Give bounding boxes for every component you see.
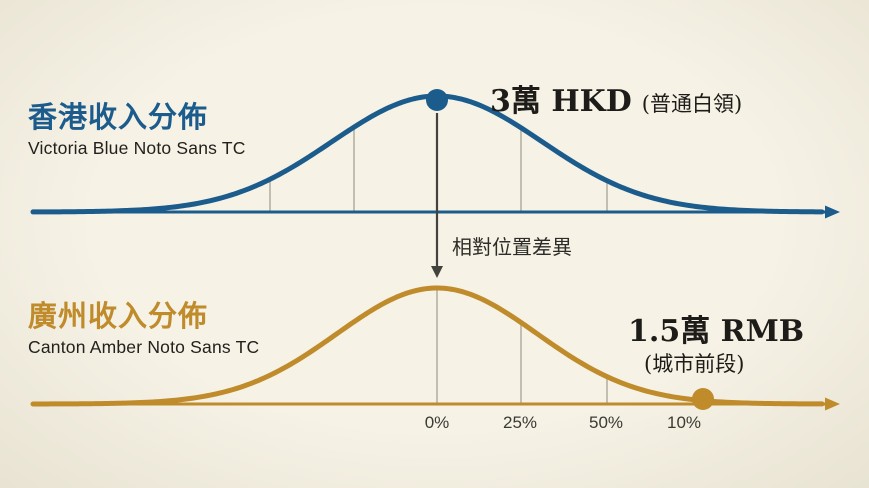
x-tick-label: 0%	[424, 413, 450, 432]
hongkong-chart-subtitle: Victoria Blue Noto Sans TC	[28, 138, 246, 158]
guangzhou-chart-subtitle: Canton Amber Noto Sans TC	[28, 337, 260, 357]
guangzhou-point-note: (城市前段)	[644, 352, 745, 376]
relative-position-arrow-label: 相對位置差異	[452, 237, 572, 259]
hongkong-chart-title: 香港收入分佈	[28, 102, 209, 134]
hongkong-peak-note: (普通白領)	[641, 92, 743, 116]
x-tick-label: 50%	[588, 413, 624, 432]
hongkong-peak-annotation: 3萬 HKD (普通白領)	[490, 76, 742, 120]
guangzhou-point-value: 1.5萬 RMB	[628, 314, 805, 349]
x-tick-label: 25%	[502, 413, 538, 432]
guangzhou-chart-title: 廣州收入分佈	[28, 301, 209, 333]
hongkong-peak-value: 3萬 HKD	[490, 84, 632, 119]
x-tick-label: 10%	[666, 413, 702, 432]
